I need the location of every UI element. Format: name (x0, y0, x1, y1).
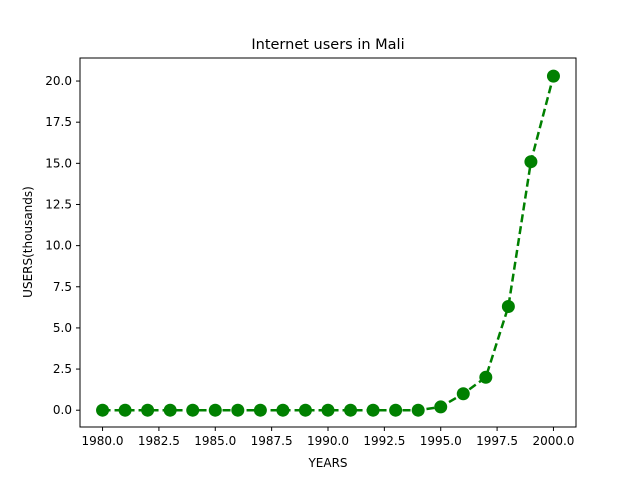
y-tick-label: 10.0 (45, 239, 72, 253)
data-point (434, 400, 448, 414)
x-tick-label: 1995.0 (420, 434, 462, 448)
data-point (276, 403, 290, 417)
data-point (501, 300, 515, 314)
data-point (253, 403, 267, 417)
data-point (479, 370, 493, 384)
plot-frame (79, 57, 577, 428)
data-point (344, 403, 358, 417)
data-point (321, 403, 335, 417)
x-tick-label: 1987.5 (251, 434, 293, 448)
data-point (524, 155, 538, 169)
data-point (186, 403, 200, 417)
data-point (96, 403, 110, 417)
x-axis-label: YEARS (307, 456, 347, 470)
x-tick-label: 2000.0 (532, 434, 574, 448)
x-tick-label: 1997.5 (476, 434, 518, 448)
x-axis: 1980.0 1982.5 1985.0 1987.5 1990.0 1992.5 1995… (82, 427, 574, 448)
x-tick-label: 1982.5 (138, 434, 180, 448)
y-tick-label: 0.0 (53, 403, 72, 417)
y-tick-label: 12.5 (45, 197, 72, 211)
y-axis: 0.0 2.5 5.0 7.5 10.0 12.5 15.0 17.5 20.0 (45, 74, 80, 417)
y-tick-label: 5.0 (53, 321, 72, 335)
data-point (141, 403, 155, 417)
y-tick-label: 20.0 (45, 74, 72, 88)
series-line (102, 75, 555, 412)
series-layer (96, 69, 560, 417)
x-tick-label: 1990.0 (307, 434, 349, 448)
y-tick-label: 15.0 (45, 156, 72, 170)
y-tick-label: 7.5 (53, 280, 72, 294)
data-point (298, 403, 312, 417)
y-tick-label: 17.5 (45, 115, 72, 129)
data-point (118, 403, 132, 417)
data-point (456, 387, 470, 401)
y-axis-label: USERS(thousands) (21, 186, 35, 298)
data-point (208, 403, 222, 417)
x-tick-label: 1980.0 (82, 434, 124, 448)
x-tick-label: 1985.0 (194, 434, 236, 448)
data-point (546, 69, 560, 83)
x-tick-label: 1992.5 (363, 434, 405, 448)
data-point (411, 403, 425, 417)
data-point (231, 403, 245, 417)
data-point (389, 403, 403, 417)
chart-title: Internet users in Mali (251, 37, 404, 53)
data-point (366, 403, 380, 417)
data-point (163, 403, 177, 417)
y-tick-label: 2.5 (53, 362, 72, 376)
